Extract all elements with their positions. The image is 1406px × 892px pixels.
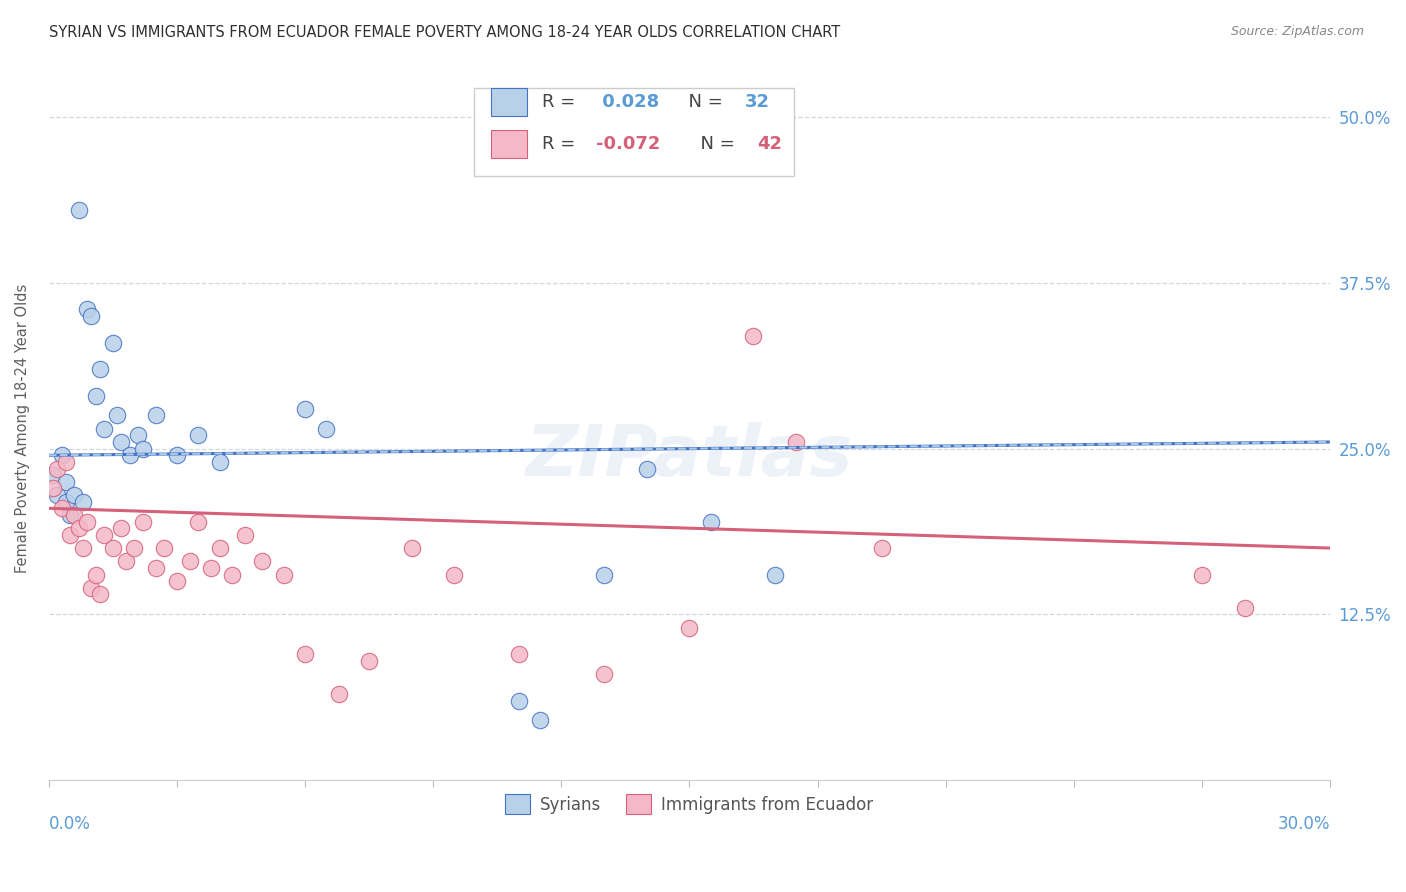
Point bbox=[51, 448, 73, 462]
Point bbox=[84, 567, 107, 582]
Point bbox=[67, 521, 90, 535]
Point bbox=[145, 561, 167, 575]
Legend: Syrians, Immigrants from Ecuador: Syrians, Immigrants from Ecuador bbox=[499, 788, 880, 821]
Point bbox=[63, 508, 86, 522]
Point bbox=[89, 587, 111, 601]
Point bbox=[55, 494, 77, 508]
Bar bbox=[491, 88, 527, 116]
Point bbox=[46, 488, 69, 502]
Point bbox=[763, 567, 786, 582]
Point bbox=[166, 574, 188, 589]
Point bbox=[84, 389, 107, 403]
Text: ZIPatlas: ZIPatlas bbox=[526, 422, 853, 491]
Point bbox=[59, 528, 82, 542]
Point bbox=[42, 482, 65, 496]
Text: 32: 32 bbox=[745, 93, 769, 111]
Point bbox=[132, 515, 155, 529]
Point bbox=[101, 335, 124, 350]
Text: N =: N = bbox=[676, 93, 728, 111]
Point bbox=[76, 515, 98, 529]
Point bbox=[72, 494, 94, 508]
Point bbox=[187, 515, 209, 529]
Bar bbox=[491, 130, 527, 158]
Point bbox=[101, 541, 124, 555]
Point bbox=[294, 647, 316, 661]
Point bbox=[55, 475, 77, 489]
Point bbox=[870, 541, 893, 555]
Point bbox=[593, 567, 616, 582]
Point bbox=[785, 435, 807, 450]
Point bbox=[76, 302, 98, 317]
Text: 0.028: 0.028 bbox=[596, 93, 659, 111]
Point bbox=[401, 541, 423, 555]
Point bbox=[114, 554, 136, 568]
Point bbox=[678, 621, 700, 635]
Text: 0.0%: 0.0% bbox=[49, 815, 90, 833]
Point bbox=[127, 428, 149, 442]
Point bbox=[59, 508, 82, 522]
Point bbox=[72, 541, 94, 555]
Point bbox=[529, 714, 551, 728]
Text: R =: R = bbox=[543, 136, 581, 153]
Text: 42: 42 bbox=[758, 136, 782, 153]
Point bbox=[145, 409, 167, 423]
Point bbox=[55, 455, 77, 469]
Point bbox=[221, 567, 243, 582]
Point bbox=[67, 202, 90, 217]
Point bbox=[328, 687, 350, 701]
Point bbox=[508, 647, 530, 661]
Point bbox=[1191, 567, 1213, 582]
Y-axis label: Female Poverty Among 18-24 Year Olds: Female Poverty Among 18-24 Year Olds bbox=[15, 285, 30, 574]
Point bbox=[273, 567, 295, 582]
Point bbox=[63, 488, 86, 502]
Point bbox=[179, 554, 201, 568]
Point bbox=[46, 461, 69, 475]
Point bbox=[315, 422, 337, 436]
Point bbox=[700, 515, 723, 529]
Point bbox=[1233, 600, 1256, 615]
Point bbox=[89, 362, 111, 376]
Point bbox=[200, 561, 222, 575]
Point bbox=[80, 581, 103, 595]
Point bbox=[742, 329, 765, 343]
Point bbox=[42, 468, 65, 483]
Text: 30.0%: 30.0% bbox=[1278, 815, 1330, 833]
Point bbox=[593, 667, 616, 681]
Point bbox=[208, 541, 231, 555]
Point bbox=[105, 409, 128, 423]
Point bbox=[233, 528, 256, 542]
Point bbox=[208, 455, 231, 469]
Point bbox=[187, 428, 209, 442]
Point bbox=[166, 448, 188, 462]
Point bbox=[110, 435, 132, 450]
Point bbox=[153, 541, 176, 555]
Point bbox=[51, 501, 73, 516]
Point bbox=[93, 422, 115, 436]
Point bbox=[636, 461, 658, 475]
Point bbox=[93, 528, 115, 542]
Point bbox=[443, 567, 465, 582]
Text: N =: N = bbox=[689, 136, 741, 153]
Text: Source: ZipAtlas.com: Source: ZipAtlas.com bbox=[1230, 25, 1364, 38]
FancyBboxPatch shape bbox=[474, 88, 794, 176]
Point bbox=[118, 448, 141, 462]
Point bbox=[132, 442, 155, 456]
Text: -0.072: -0.072 bbox=[596, 136, 661, 153]
Point bbox=[80, 309, 103, 323]
Point bbox=[122, 541, 145, 555]
Point bbox=[252, 554, 274, 568]
Point bbox=[294, 401, 316, 416]
Point bbox=[508, 693, 530, 707]
Text: SYRIAN VS IMMIGRANTS FROM ECUADOR FEMALE POVERTY AMONG 18-24 YEAR OLDS CORRELATI: SYRIAN VS IMMIGRANTS FROM ECUADOR FEMALE… bbox=[49, 25, 841, 40]
Point bbox=[110, 521, 132, 535]
Text: R =: R = bbox=[543, 93, 581, 111]
Point bbox=[357, 654, 380, 668]
